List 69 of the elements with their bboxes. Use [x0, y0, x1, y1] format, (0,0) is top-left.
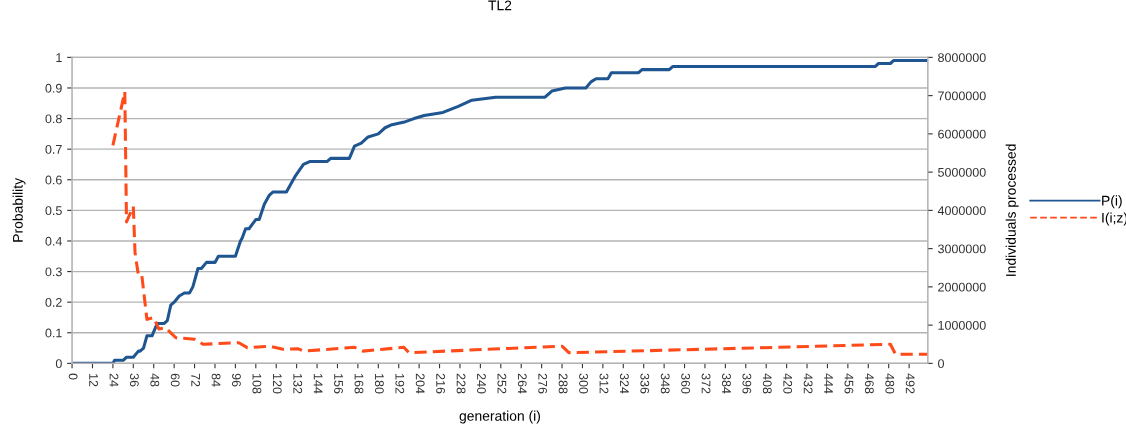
x-tick-label: 0 [68, 373, 78, 380]
x-tick-label: 96 [232, 373, 241, 387]
y-tick-label: 0.3 [45, 267, 62, 277]
x-tick-label: 60 [170, 373, 180, 387]
x-tick-label: 360 [681, 373, 691, 394]
x-tick-label: 384 [722, 373, 731, 394]
x-tick-label: 36 [129, 373, 139, 387]
x-tick-label: 348 [660, 373, 670, 394]
y2-tick-label: 3000000 [938, 244, 986, 254]
x-tick-label: 12 [89, 374, 98, 387]
x-tick-label: 120 [272, 374, 282, 394]
y-tick-label: 0.7 [45, 144, 62, 154]
x-tick-label: 144 [313, 374, 323, 394]
y2-tick-label: 0 [938, 359, 945, 369]
x-tick-label: 420 [783, 373, 793, 394]
y-tick-label: 0.6 [45, 175, 62, 185]
x-tick-label: 432 [803, 373, 813, 394]
legend-label: P(i) [1102, 195, 1122, 209]
x-tick-label: 156 [334, 374, 343, 394]
x-tick-label: 408 [762, 373, 772, 394]
x-tick-label: 492 [905, 373, 915, 394]
y-tick-label: 0.9 [45, 83, 62, 93]
x-tick-label: 324 [619, 373, 629, 394]
x-tick-label: 180 [374, 374, 384, 394]
chart-title: TL2 [488, 0, 512, 11]
x-tick-label: 24 [109, 373, 119, 387]
y-tick-label: 0 [55, 359, 62, 369]
y2-tick-label: 7000000 [938, 91, 986, 101]
x-tick-label: 84 [211, 373, 221, 387]
y2-tick-label: 6000000 [938, 129, 986, 139]
x-tick-label: 240 [477, 373, 486, 394]
x-tick-label: 48 [150, 373, 160, 387]
x-tick-label: 372 [701, 373, 711, 394]
x-tick-label: 396 [742, 373, 752, 394]
x-tick-label: 108 [252, 374, 262, 394]
y-tick-label: 0.5 [45, 206, 62, 216]
x-tick-label: 288 [558, 373, 568, 394]
x-tick-label: 276 [538, 373, 548, 394]
y2-tick-label: 1000000 [938, 320, 986, 330]
y-tick-label: 0.8 [45, 114, 62, 124]
y-tick-label: 0.4 [45, 236, 62, 246]
x-tick-label: 132 [293, 374, 303, 394]
y-tick-label: 0.1 [45, 328, 62, 338]
y-axis-title: Probability [12, 177, 26, 242]
x-tick-label: 480 [885, 373, 895, 394]
x-tick-label: 444 [824, 373, 833, 394]
x-tick-label: 300 [579, 373, 588, 394]
x-tick-label: 216 [436, 373, 446, 394]
x-tick-label: 168 [354, 374, 364, 394]
y-tick-label: 0.2 [45, 297, 62, 307]
y2-tick-label: 8000000 [938, 53, 986, 63]
y2-tick-label: 2000000 [938, 282, 986, 292]
y2-tick-label: 5000000 [938, 167, 986, 177]
x-tick-label: 192 [395, 374, 405, 394]
x-tick-label: 228 [456, 373, 466, 394]
x-tick-label: 204 [415, 373, 425, 394]
line-series [111, 90, 928, 356]
x-tick-label: 456 [844, 373, 854, 394]
y2-tick-label: 4000000 [937, 206, 986, 216]
x-tick-label: 252 [497, 373, 507, 394]
y-tick-label: 1 [56, 53, 62, 62]
x-tick-label: 468 [864, 373, 874, 394]
line-series [72, 58, 928, 364]
x-tick-label: 336 [640, 373, 650, 394]
x-tick-label: 264 [517, 373, 527, 394]
x-tick-label: 72 [191, 373, 201, 387]
y2-axis-title: Individuals processed [1005, 144, 1019, 276]
x-axis-title: generation (i) [459, 410, 540, 424]
x-tick-label: 312 [599, 373, 609, 394]
